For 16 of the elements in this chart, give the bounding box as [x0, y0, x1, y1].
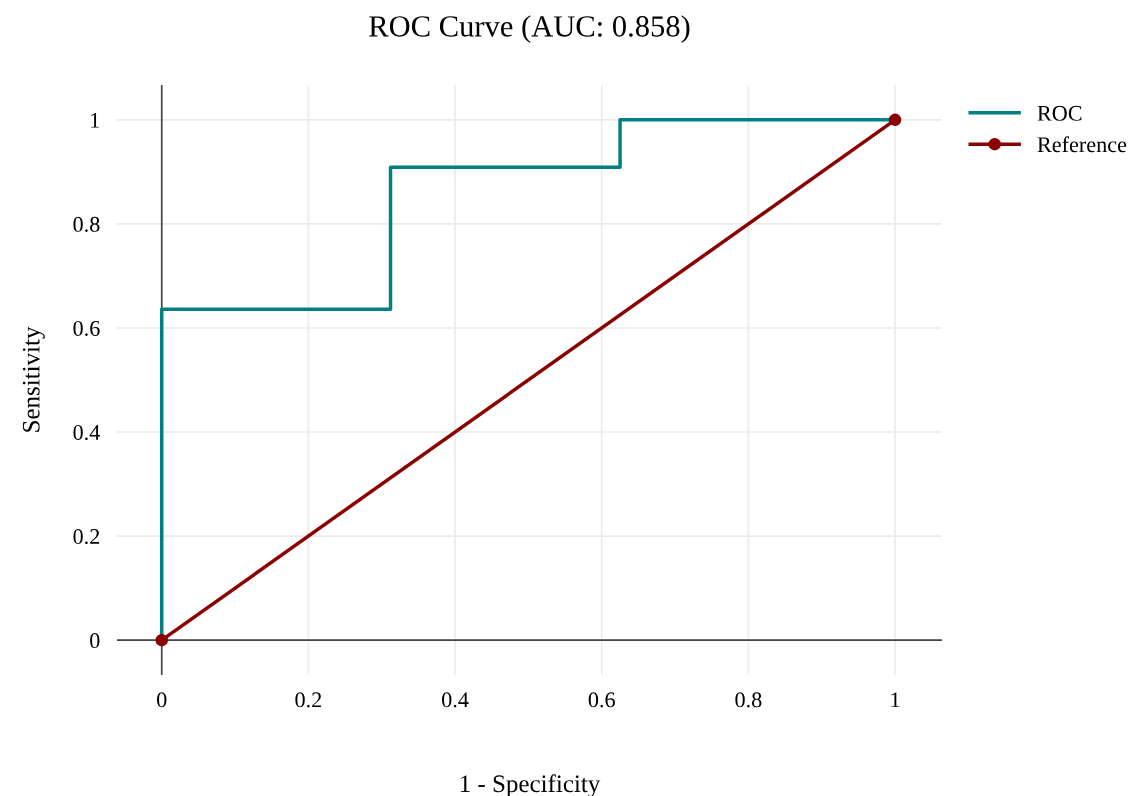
y-tick-label: 1 — [91, 112, 99, 128]
x-tick-label: 0.2 — [295, 692, 322, 708]
y-tick-label: 0.4 — [73, 424, 100, 441]
chart-title: ROC Curve (AUC: 0.858) — [369, 15, 690, 43]
y-tick-label: 0 — [90, 633, 100, 649]
x-tick-label: 0.8 — [735, 692, 762, 708]
x-tick-label: 0.6 — [588, 692, 615, 708]
x-tick-label: 0 — [157, 692, 167, 708]
y-axis-title: Sensitivity — [22, 326, 45, 432]
legend-label: Reference — [1037, 136, 1127, 153]
x-tick-label: 1 — [891, 692, 900, 708]
legend-label: ROC — [1037, 105, 1082, 121]
y-tick-label: 0.8 — [73, 216, 100, 232]
y-tick-label: 0.2 — [73, 529, 100, 545]
x-tick-label: 0.4 — [442, 692, 469, 708]
y-tick-label: 0.6 — [73, 320, 100, 336]
